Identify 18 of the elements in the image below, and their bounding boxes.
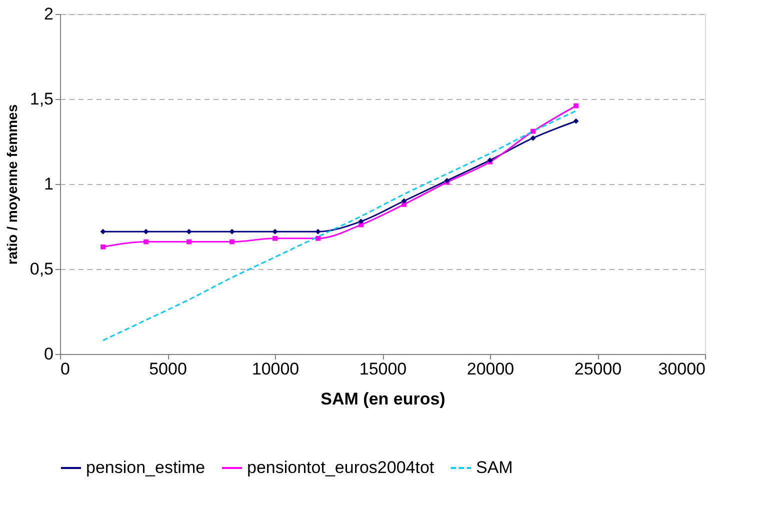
y-axis-title: ratio / moyenne femmes [4,104,20,265]
legend-label: pension_estime [86,458,206,477]
legend-label: SAM [476,458,513,477]
x-tick-label: 15000 [359,360,407,378]
x-tick-label: 10000 [252,360,300,378]
line-series [102,110,577,342]
x-tick-label: 0 [60,360,70,378]
x-axis-title: SAM (en euros) [320,390,446,408]
y-tick-label: 1,5 [30,90,54,108]
y-tick-label: 0,5 [30,260,54,278]
x-tick-label: 5000 [149,360,187,378]
y-tick-label: 0 [44,344,54,364]
x-tick-label: 30000 [658,360,706,378]
y-tick-label: 2 [44,4,54,24]
x-tick-label: 20000 [466,360,514,378]
legend-label: pensiontot_euros2004tot [247,458,434,477]
x-tick-label: 25000 [574,360,622,378]
y-tick-label: 1 [44,174,54,194]
